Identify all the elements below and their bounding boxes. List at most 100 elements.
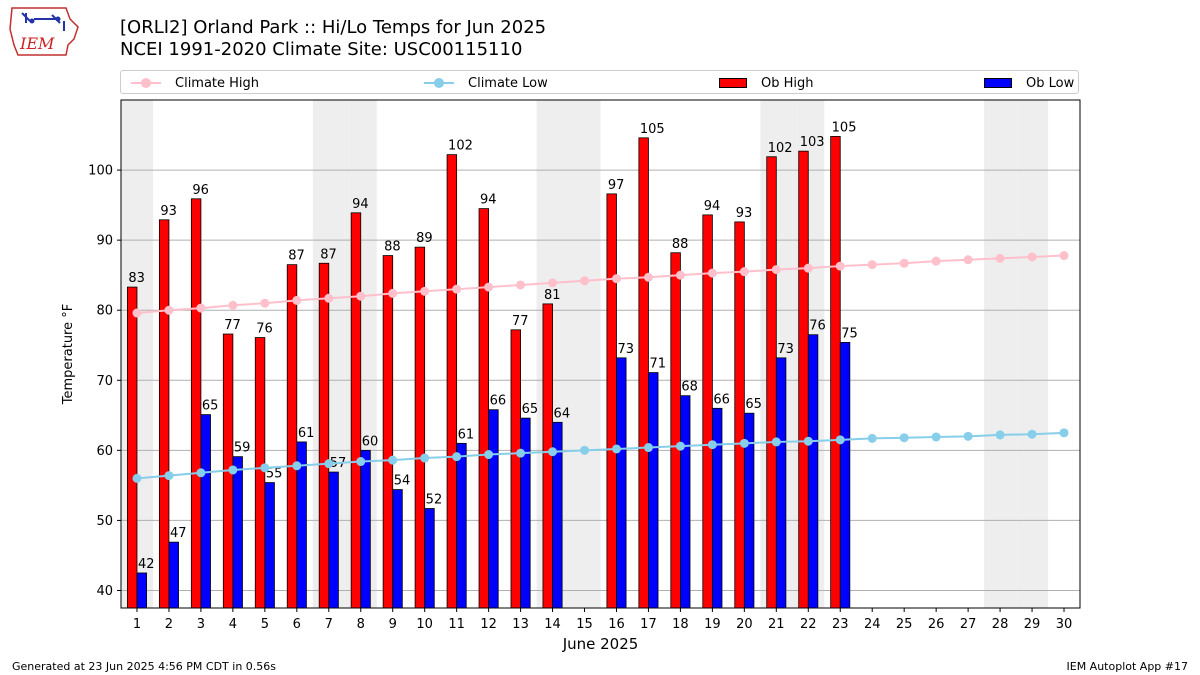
climate-low-point-day-22 xyxy=(803,436,813,446)
climate-low-point-day-8 xyxy=(356,457,366,467)
ob-low-bar-day-10 xyxy=(424,508,435,609)
x-tick-label-4: 4 xyxy=(229,617,237,632)
climate-low-point-day-4 xyxy=(228,465,238,475)
ob-high-bar-day-11 xyxy=(446,154,458,609)
ob-low-bar-day-1 xyxy=(136,572,147,609)
ob-low-bar-day-18 xyxy=(680,395,691,609)
ob-high-bar-day-9 xyxy=(382,255,394,609)
x-tick-label-26: 26 xyxy=(928,617,945,632)
ob-low-label-day-22: 76 xyxy=(809,319,826,334)
ob-high-label-day-23: 105 xyxy=(832,120,857,135)
climate-high-point-day-13 xyxy=(516,280,526,290)
ob-high-bar-day-23 xyxy=(830,136,841,609)
x-tick-label-13: 13 xyxy=(512,617,529,632)
ob-low-label-day-18: 68 xyxy=(681,380,698,395)
footer-app-text: IEM Autoplot App #17 xyxy=(1066,660,1189,673)
x-tick-label-23: 23 xyxy=(832,617,849,632)
ob-high-label-day-8: 94 xyxy=(352,197,369,212)
climate-high-point-day-30 xyxy=(1059,251,1069,261)
x-tick-label-8: 8 xyxy=(357,617,365,632)
climate-high-marker-icon xyxy=(141,78,151,88)
climate-low-point-day-28 xyxy=(995,430,1005,440)
x-tick-label-17: 17 xyxy=(640,617,657,632)
ob-low-bar-day-7 xyxy=(328,471,339,609)
legend-climate-low-label: Climate Low xyxy=(468,75,548,91)
x-tick-label-2: 2 xyxy=(165,617,173,632)
x-axis-label: June 2025 xyxy=(562,635,639,653)
x-tick-label-14: 14 xyxy=(544,617,561,632)
climate-low-point-day-18 xyxy=(675,441,685,451)
climate-low-point-day-10 xyxy=(420,453,430,463)
ob-low-bar-day-13 xyxy=(520,417,531,609)
ob-high-bar-day-17 xyxy=(638,137,649,609)
climate-high-point-day-9 xyxy=(388,288,398,298)
climate-high-point-day-4 xyxy=(228,300,238,310)
climate-high-point-day-15 xyxy=(580,276,590,286)
x-tick-label-9: 9 xyxy=(389,617,397,632)
x-tick-label-1: 1 xyxy=(133,617,141,632)
ob-high-bar-day-10 xyxy=(414,246,426,609)
weekend-shade-day-29 xyxy=(1016,100,1049,608)
ob-high-bar-day-1 xyxy=(126,286,138,609)
x-tick-label-21: 21 xyxy=(768,617,785,632)
ob-high-label-day-7: 87 xyxy=(320,247,337,262)
x-tick-label-22: 22 xyxy=(800,617,817,632)
ob-low-bar-day-8 xyxy=(360,449,371,609)
x-tick-label-3: 3 xyxy=(197,617,205,632)
x-tick-label-18: 18 xyxy=(672,617,689,632)
ob-low-label-day-20: 65 xyxy=(745,397,762,412)
climate-low-point-day-19 xyxy=(707,440,717,450)
x-tick-label-30: 30 xyxy=(1056,617,1073,632)
ob-low-label-day-8: 60 xyxy=(362,434,379,449)
ob-low-bar-day-11 xyxy=(456,442,467,609)
climate-high-point-day-6 xyxy=(292,295,302,305)
ob-high-label-day-16: 97 xyxy=(608,178,625,193)
legend-ob-low-label: Ob Low xyxy=(1026,75,1075,91)
climate-high-point-day-18 xyxy=(675,270,685,280)
ob-high-label-day-6: 87 xyxy=(288,249,305,264)
ob-low-bar-day-22 xyxy=(807,334,819,609)
climate-high-point-day-28 xyxy=(995,253,1005,263)
ob-high-label-day-9: 88 xyxy=(384,240,401,255)
climate-low-point-day-27 xyxy=(963,431,973,441)
ob-high-bar-day-12 xyxy=(478,208,490,609)
climate-high-point-day-25 xyxy=(899,258,909,268)
ob-high-bar-day-16 xyxy=(606,193,617,609)
ob-low-label-day-4: 59 xyxy=(234,441,251,456)
ob-high-bar-day-22 xyxy=(798,150,809,609)
ob-high-swatch-icon xyxy=(719,78,747,88)
x-tick-label-27: 27 xyxy=(960,617,977,632)
ob-low-label-day-19: 66 xyxy=(713,392,730,407)
climate-high-point-day-23 xyxy=(835,261,845,271)
ob-low-bar-day-5 xyxy=(264,482,275,609)
climate-high-point-day-8 xyxy=(356,291,366,301)
ob-high-label-day-13: 77 xyxy=(512,314,529,329)
plot-frame xyxy=(120,99,1081,609)
ob-low-label-day-6: 61 xyxy=(298,426,315,441)
ob-high-label-day-18: 88 xyxy=(672,237,689,252)
ob-high-label-day-20: 93 xyxy=(736,206,753,221)
climate-low-point-day-25 xyxy=(899,433,909,443)
ob-low-label-day-2: 47 xyxy=(170,526,187,541)
climate-high-point-day-29 xyxy=(1027,252,1037,262)
ob-low-swatch-icon xyxy=(984,78,1012,88)
ob-low-label-day-14: 64 xyxy=(554,406,571,421)
ob-high-bar-day-2 xyxy=(158,219,170,609)
climate-high-point-day-16 xyxy=(611,274,621,284)
legend-climate-high-label: Climate High xyxy=(175,75,260,91)
climate-high-point-day-11 xyxy=(452,284,462,294)
legend-ob-low: Ob Low xyxy=(984,74,1074,92)
ob-high-bar-day-7 xyxy=(318,262,330,609)
climate-low-point-day-23 xyxy=(835,435,845,445)
x-tick-label-24: 24 xyxy=(864,617,881,632)
y-tick-label-90: 90 xyxy=(96,234,113,249)
climate-low-point-day-2 xyxy=(164,471,174,481)
climate-high-point-day-20 xyxy=(739,267,749,277)
y-tick-label-50: 50 xyxy=(96,514,113,529)
x-tick-label-6: 6 xyxy=(293,617,301,632)
ob-low-label-day-9: 54 xyxy=(394,474,411,489)
climate-high-point-day-19 xyxy=(707,268,717,278)
ob-high-label-day-22: 103 xyxy=(800,135,825,150)
climate-low-point-day-11 xyxy=(452,452,462,462)
